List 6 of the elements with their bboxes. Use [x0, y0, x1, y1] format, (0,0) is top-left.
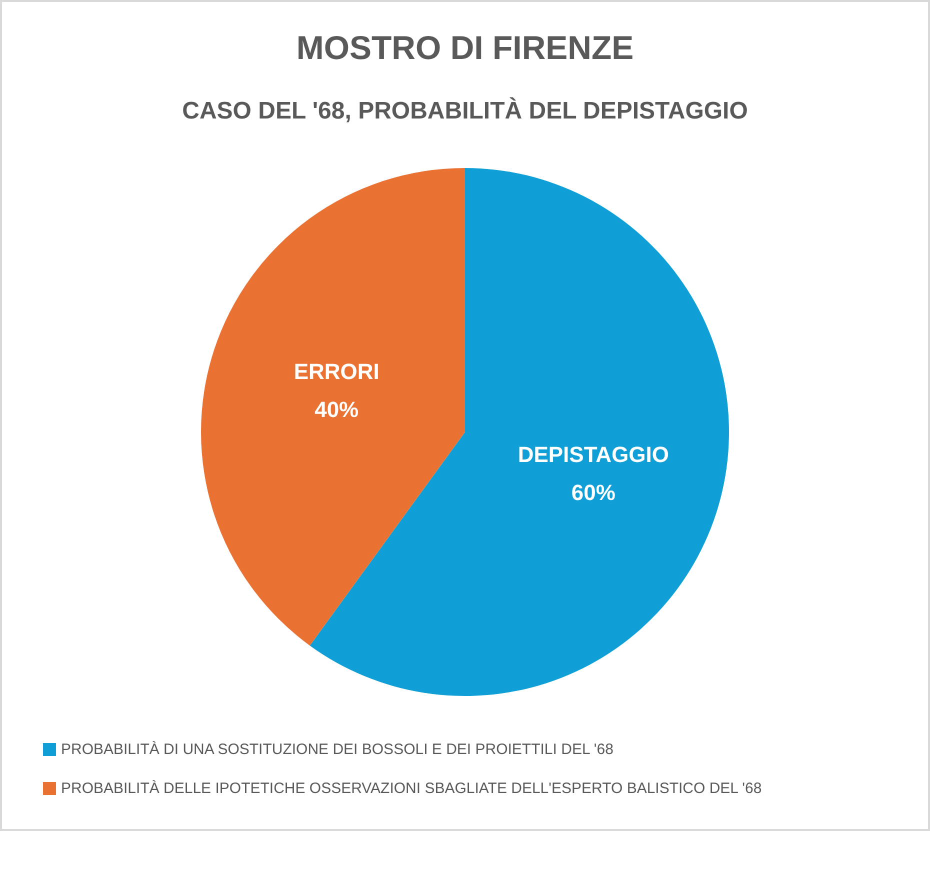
legend-label: PROBABILITÀ DELLE IPOTETICHE OSSERVAZIONI SBAGLIATE DELL'ESPERTO BALISTICO DEL '68 [61, 779, 762, 797]
legend-label: PROBABILITÀ DI UNA SOSTITUZIONE DEI BOSSOLI E DEI PROIETTILI DEL '68 [61, 740, 614, 758]
data-label: ERRORI 40% [294, 358, 380, 422]
chart-title: MOSTRO DI FIRENZE [296, 29, 634, 66]
chart-subtitle: CASO DEL '68, PROBABILITÀ DEL DEPISTAGGIO [182, 96, 748, 124]
data-label: DEPISTAGGIO 60% [518, 442, 669, 506]
